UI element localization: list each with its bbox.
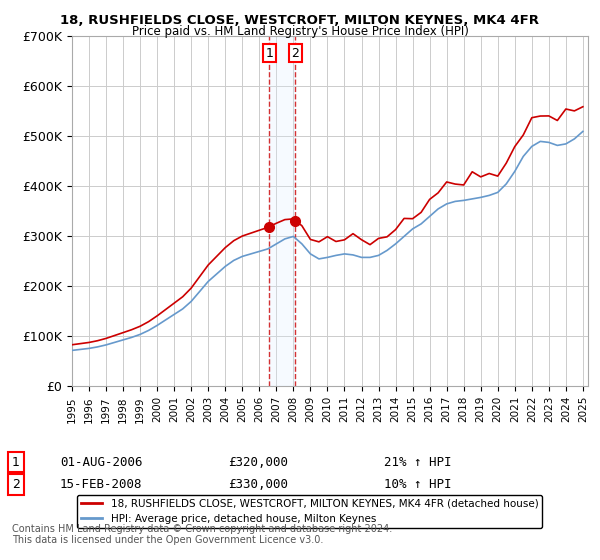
Bar [269,36,295,386]
Text: 15-FEB-2008: 15-FEB-2008 [60,478,143,491]
Text: 18, RUSHFIELDS CLOSE, WESTCROFT, MILTON KEYNES, MK4 4FR: 18, RUSHFIELDS CLOSE, WESTCROFT, MILTON … [61,14,539,27]
Text: 1: 1 [12,455,20,469]
Text: £330,000: £330,000 [228,478,288,491]
Text: 21% ↑ HPI: 21% ↑ HPI [384,455,452,469]
Text: 1: 1 [265,47,273,60]
Text: 2: 2 [292,47,299,60]
Legend: 18, RUSHFIELDS CLOSE, WESTCROFT, MILTON KEYNES, MK4 4FR (detached house), HPI: A: 18, RUSHFIELDS CLOSE, WESTCROFT, MILTON … [77,494,542,528]
Text: 10% ↑ HPI: 10% ↑ HPI [384,478,452,491]
Text: 01-AUG-2006: 01-AUG-2006 [60,455,143,469]
Text: Price paid vs. HM Land Registry's House Price Index (HPI): Price paid vs. HM Land Registry's House … [131,25,469,38]
Text: 2: 2 [12,478,20,491]
Text: Contains HM Land Registry data © Crown copyright and database right 2024.
This d: Contains HM Land Registry data © Crown c… [12,524,392,545]
Text: £320,000: £320,000 [228,455,288,469]
